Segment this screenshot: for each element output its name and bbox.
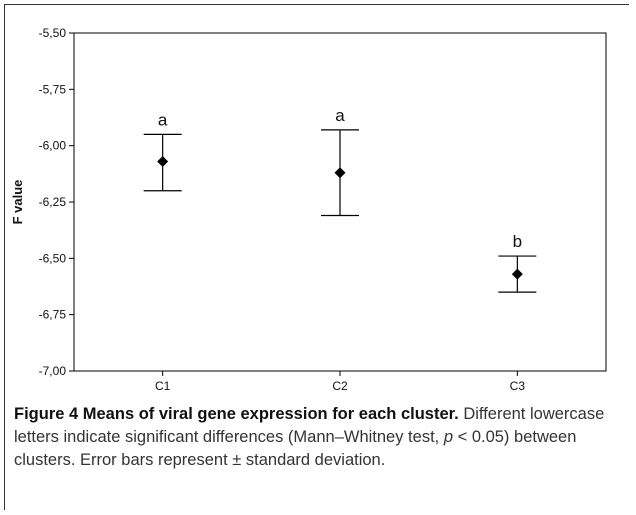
significance-letter: b bbox=[513, 232, 522, 251]
x-tick-label: C1 bbox=[155, 379, 171, 393]
caption-title: Figure 4 Means of viral gene expression … bbox=[14, 405, 459, 423]
y-tick-label: -6,50 bbox=[39, 251, 67, 265]
y-axis-label: F value bbox=[10, 180, 25, 225]
figure-caption: Figure 4 Means of viral gene expression … bbox=[14, 403, 618, 472]
error-bar-chart: -5,50 -5,75 -6,00 -6,25 -6,50 -6,75 -7,00 C1 C2… bbox=[10, 26, 607, 393]
mean-marker bbox=[511, 268, 523, 280]
y-tick-label: -6,00 bbox=[39, 139, 67, 153]
mean-marker bbox=[334, 167, 346, 179]
y-tick-label: -5,75 bbox=[39, 82, 67, 96]
caption-p-symbol: p bbox=[443, 428, 454, 446]
figure-frame bbox=[4, 4, 629, 510]
data-marks: a a b bbox=[143, 106, 537, 293]
significance-letter: a bbox=[335, 106, 345, 125]
x-axis: C1 C2 C3 bbox=[155, 371, 525, 393]
x-tick-label: C3 bbox=[510, 379, 526, 393]
x-tick-label: C2 bbox=[332, 379, 348, 393]
y-tick-label: -6,25 bbox=[39, 195, 67, 209]
y-axis: -5,50 -5,75 -6,00 -6,25 -6,50 -6,75 -7,00 bbox=[39, 26, 74, 378]
y-tick-label: -7,00 bbox=[39, 364, 67, 378]
y-tick-label: -5,50 bbox=[39, 26, 67, 40]
significance-letter: a bbox=[158, 110, 168, 129]
caption-text-before-p: Different lowercase letters indicate sig… bbox=[14, 405, 605, 446]
y-tick-label: -6,75 bbox=[39, 308, 67, 322]
mean-marker bbox=[157, 155, 169, 167]
caption-text-after-p: < 0.05) between clusters. Error bars rep… bbox=[14, 428, 577, 469]
